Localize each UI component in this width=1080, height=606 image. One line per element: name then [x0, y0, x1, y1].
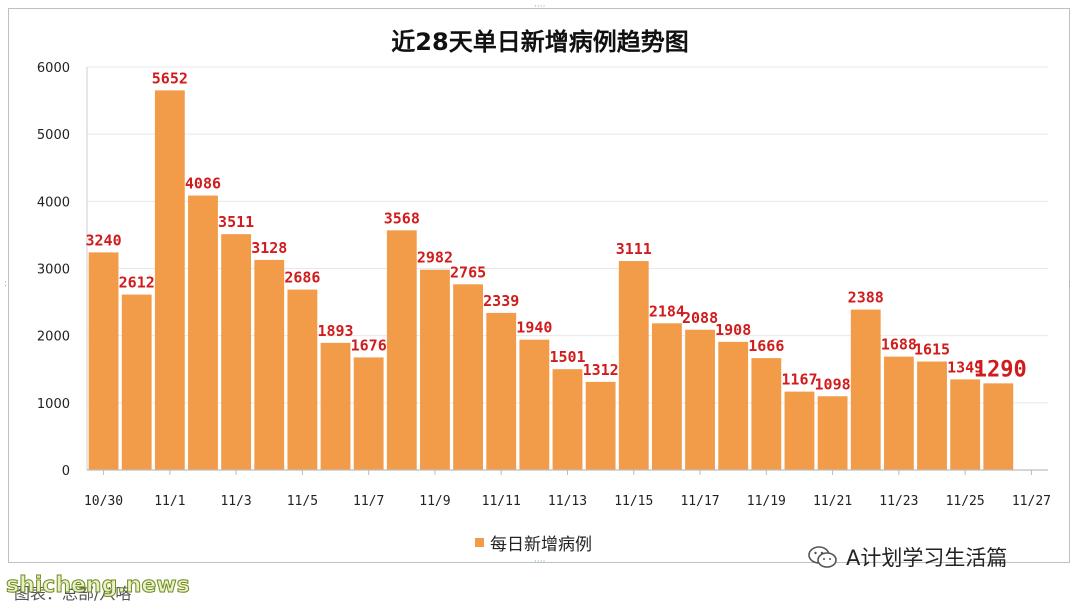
bar — [983, 383, 1014, 470]
y-tick-label: 5000 — [37, 128, 70, 143]
x-tick-label: 11/5 — [287, 494, 318, 509]
x-tick-label: 11/11 — [482, 494, 521, 509]
data-label: 2765 — [450, 263, 486, 281]
data-label: 3111 — [616, 240, 652, 258]
data-label: 1666 — [748, 337, 784, 355]
x-tick-label: 11/19 — [747, 494, 786, 509]
y-tick-label: 1000 — [37, 397, 70, 412]
y-tick-label: 0 — [62, 464, 70, 479]
bar — [121, 294, 152, 470]
x-tick-label: 11/15 — [614, 494, 653, 509]
data-label: 5652 — [152, 69, 188, 87]
bar — [287, 289, 318, 470]
data-label: 2088 — [682, 309, 718, 327]
bar — [353, 357, 384, 470]
bar — [685, 329, 715, 470]
x-tick-label: 11/9 — [419, 494, 450, 509]
data-label: 2686 — [284, 269, 320, 287]
legend: 每日新增病例 — [475, 530, 592, 555]
bar — [320, 342, 351, 470]
x-tick-label: 10/30 — [84, 494, 123, 509]
bar — [386, 230, 417, 470]
data-label: 1290 — [974, 357, 1027, 382]
data-label: 2339 — [483, 292, 519, 310]
bar — [486, 312, 517, 470]
bar — [850, 309, 881, 470]
wechat-icon — [808, 546, 837, 568]
data-label: 3511 — [218, 213, 254, 231]
data-label: 1098 — [815, 375, 851, 393]
resize-handle-left[interactable]: : — [4, 279, 8, 289]
data-label: 1676 — [351, 336, 387, 354]
bar — [817, 396, 848, 470]
bar — [88, 252, 119, 470]
chart-title: 近28天单日新增病例趋势图 — [391, 28, 689, 56]
data-label: 1908 — [715, 321, 751, 339]
bar — [718, 341, 749, 470]
resize-handle-bottom[interactable]: ···· — [534, 557, 546, 567]
bar — [552, 369, 583, 470]
bar — [254, 259, 285, 470]
bar — [784, 391, 815, 470]
bar — [917, 361, 947, 470]
x-tick-label: 11/7 — [353, 494, 384, 509]
x-tick-label: 11/3 — [220, 494, 251, 509]
x-tick-label: 11/21 — [813, 494, 852, 509]
data-label: 3240 — [86, 231, 122, 249]
bar — [188, 195, 218, 470]
legend-label: 每日新增病例 — [490, 535, 592, 555]
y-tick-label: 3000 — [37, 263, 70, 278]
data-label: 4086 — [185, 175, 221, 193]
bar — [652, 323, 682, 470]
data-label: 1501 — [549, 348, 585, 366]
data-label: 3568 — [384, 209, 420, 227]
bar — [154, 90, 185, 471]
x-tick-label: 11/13 — [548, 494, 587, 509]
bar — [751, 358, 782, 470]
x-tick-label: 11/1 — [154, 494, 185, 509]
x-tick-label: 11/23 — [879, 494, 918, 509]
y-tick-label: 4000 — [37, 195, 70, 210]
bar — [883, 356, 914, 470]
data-label: 2982 — [417, 249, 453, 267]
bar — [221, 234, 252, 470]
bar — [519, 339, 550, 470]
x-axis: 10/30 11/1 11/3 11/5 11/7 11/9 11/11 11/13 11/15… — [84, 469, 1051, 509]
watermark: A计划学习生活篇 — [808, 542, 1007, 572]
resize-handle-top[interactable]: ···· — [534, 2, 546, 12]
source-text: 图表：总部/八咯 — [14, 584, 132, 603]
data-label: 1615 — [914, 341, 950, 359]
y-axis: 0 1000 2000 3000 4000 5000 6000 — [37, 61, 88, 479]
y-tick-label: 2000 — [37, 330, 70, 345]
data-label: 1167 — [781, 371, 817, 389]
data-label: 1688 — [881, 336, 917, 354]
bar — [420, 269, 450, 470]
x-tick-label: 11/27 — [1012, 494, 1051, 509]
y-tick-label: 6000 — [37, 61, 70, 76]
x-tick-label: 11/17 — [680, 494, 719, 509]
legend-swatch — [475, 538, 484, 547]
data-label: 2184 — [649, 302, 685, 320]
data-label: 2612 — [119, 274, 155, 292]
bars — [88, 90, 1014, 471]
bar — [453, 284, 483, 470]
data-label: 1349 — [947, 358, 983, 376]
site-watermark: shicheng.news — [6, 573, 191, 599]
data-label: 1940 — [516, 319, 552, 337]
bar — [950, 379, 981, 470]
bar — [618, 261, 649, 470]
bar — [585, 381, 616, 470]
resize-handle-right[interactable]: : — [1068, 279, 1072, 289]
data-label: 1893 — [317, 322, 353, 340]
watermark-text: A计划学习生活篇 — [846, 546, 1008, 570]
data-label: 3128 — [251, 239, 287, 257]
data-label: 1312 — [583, 361, 619, 379]
data-label: 2388 — [848, 289, 884, 307]
x-tick-label: 11/25 — [946, 494, 985, 509]
